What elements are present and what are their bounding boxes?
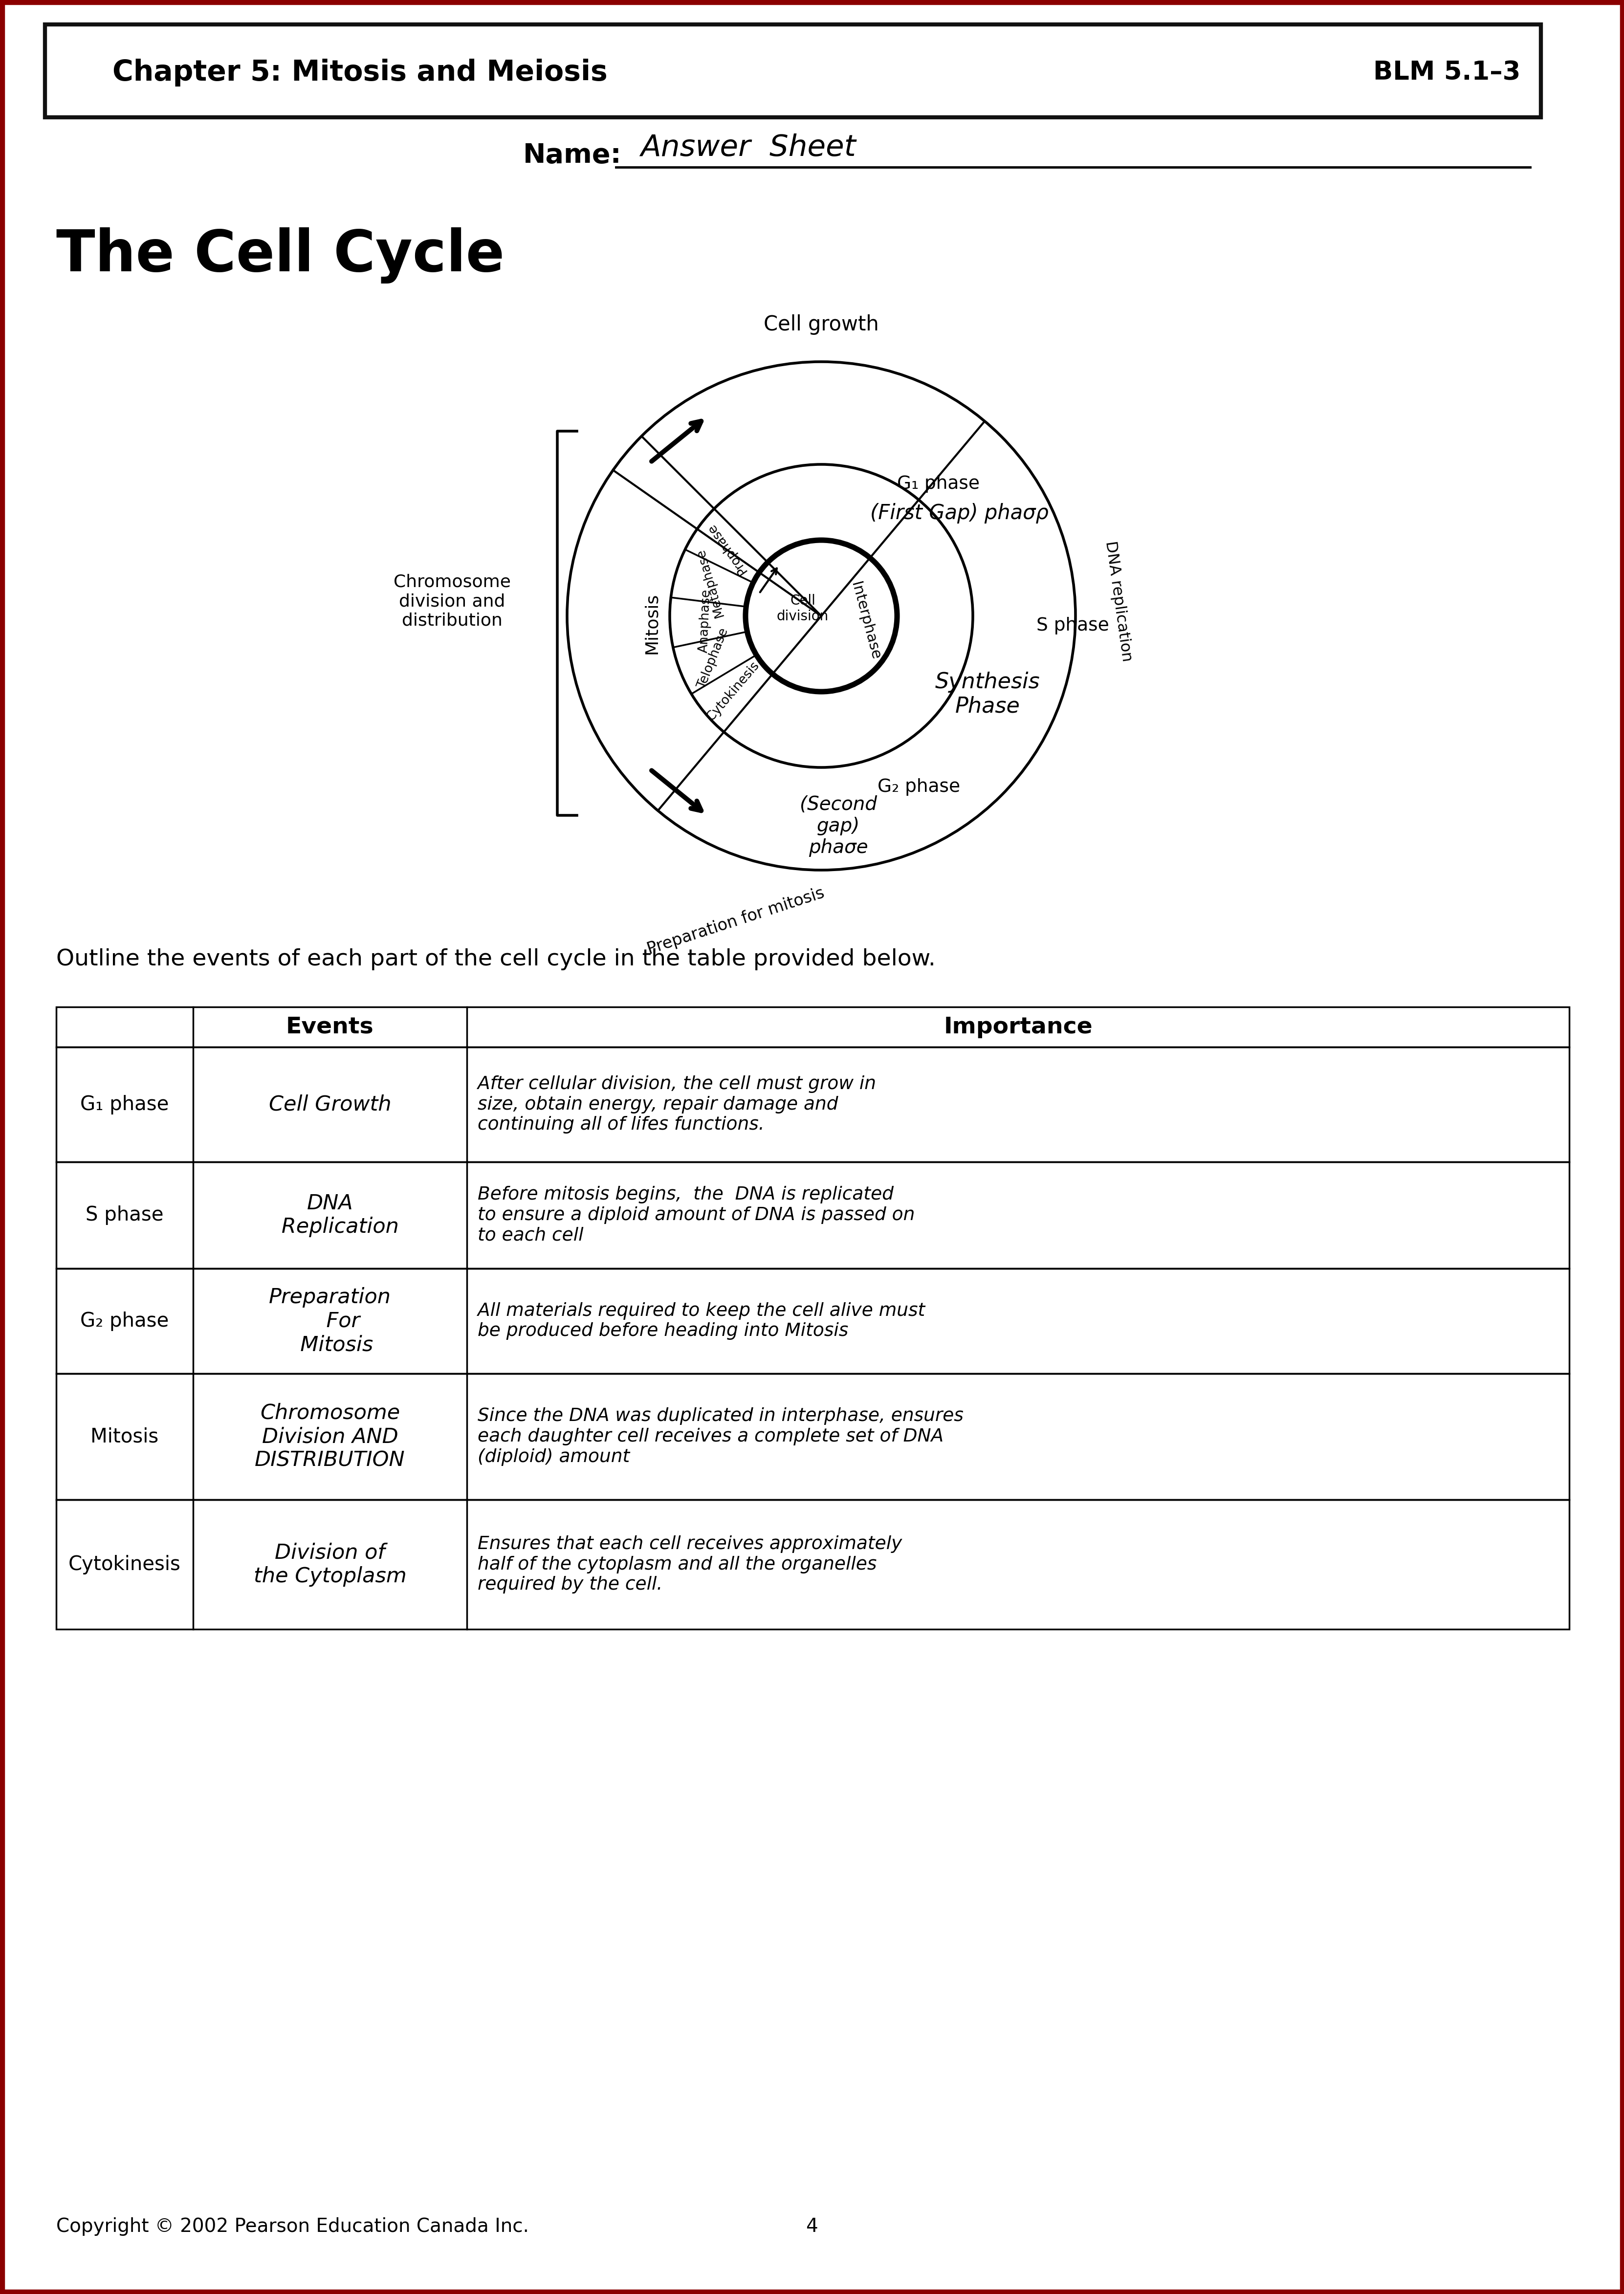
Bar <box>45 25 1541 117</box>
Text: BLM 5.1–3: BLM 5.1–3 <box>1372 60 1520 85</box>
Text: All materials required to keep the cell alive must
be produced before heading in: All materials required to keep the cell … <box>477 1303 924 1340</box>
Bar <box>57 1269 1569 1374</box>
Text: 4: 4 <box>806 2218 817 2237</box>
Text: Mitosis: Mitosis <box>643 592 659 654</box>
Bar <box>57 1046 1569 1161</box>
Text: Events: Events <box>286 1016 374 1037</box>
Text: Importance: Importance <box>944 1016 1093 1037</box>
Bar <box>57 1500 1569 1629</box>
Bar <box>45 25 94 117</box>
Text: G₂ phase: G₂ phase <box>80 1312 169 1331</box>
Text: Mitosis: Mitosis <box>91 1427 159 1448</box>
Text: Prophase: Prophase <box>705 521 749 576</box>
Text: Copyright © 2002 Pearson Education Canada Inc.: Copyright © 2002 Pearson Education Canad… <box>57 2218 529 2237</box>
Text: Interphase: Interphase <box>848 580 882 661</box>
Text: G₁ phase: G₁ phase <box>80 1094 169 1115</box>
Bar <box>57 1161 1569 1269</box>
Text: The Cell Cycle: The Cell Cycle <box>57 227 505 284</box>
Text: Before mitosis begins,  the  DNA is replicated
to ensure a diploid amount of DNA: Before mitosis begins, the DNA is replic… <box>477 1186 914 1243</box>
Text: Since the DNA was duplicated in interphase, ensures
each daughter cell receives : Since the DNA was duplicated in interpha… <box>477 1409 963 1466</box>
Bar <box>57 1007 1569 1046</box>
Text: Answer  Sheet: Answer Sheet <box>640 133 856 163</box>
Text: Chromosome
division and
distribution: Chromosome division and distribution <box>393 574 510 629</box>
Text: Telophase: Telophase <box>695 626 731 690</box>
Text: Division of
the Cytoplasm: Division of the Cytoplasm <box>253 1542 406 1587</box>
Circle shape <box>745 539 896 693</box>
Text: Metaphase: Metaphase <box>693 546 726 619</box>
Text: Cell growth: Cell growth <box>763 314 879 335</box>
Text: Ensures that each cell receives approximately
half of the cytoplasm and all the : Ensures that each cell receives approxim… <box>477 1535 901 1594</box>
Text: (Second
gap)
phaσe: (Second gap) phaσe <box>799 796 877 858</box>
Text: S phase: S phase <box>1036 617 1109 635</box>
Text: Preparation
    For
  Mitosis: Preparation For Mitosis <box>270 1287 391 1356</box>
Text: Synthesis
Phase: Synthesis Phase <box>935 672 1039 716</box>
Text: Preparation for mitosis: Preparation for mitosis <box>645 885 827 957</box>
Text: Anaphase: Anaphase <box>697 590 713 654</box>
Text: (First Gap) phaσρ: (First Gap) phaσρ <box>870 502 1047 523</box>
Text: Chromosome
Division AND
DISTRIBUTION: Chromosome Division AND DISTRIBUTION <box>255 1402 404 1470</box>
Bar <box>57 1374 1569 1500</box>
Text: Cytokinesis: Cytokinesis <box>68 1555 180 1574</box>
Text: Chapter 5: Mitosis and Meiosis: Chapter 5: Mitosis and Meiosis <box>112 57 607 87</box>
Text: G₂ phase: G₂ phase <box>877 778 960 796</box>
Text: Name:: Name: <box>523 142 622 170</box>
Text: Cell
division: Cell division <box>776 594 828 624</box>
Text: After cellular division, the cell must grow in
size, obtain energy, repair damag: After cellular division, the cell must g… <box>477 1076 875 1133</box>
Text: DNA
   Replication: DNA Replication <box>261 1193 398 1236</box>
Text: Cell Growth: Cell Growth <box>268 1094 391 1115</box>
Text: Outline the events of each part of the cell cycle in the table provided below.: Outline the events of each part of the c… <box>57 947 935 970</box>
Text: G₁ phase: G₁ phase <box>896 475 979 493</box>
Text: S phase: S phase <box>86 1204 164 1225</box>
Text: Cytokinesis: Cytokinesis <box>703 658 762 723</box>
Circle shape <box>567 362 1075 869</box>
Text: DNA replication: DNA replication <box>1103 539 1134 663</box>
Circle shape <box>669 463 973 768</box>
